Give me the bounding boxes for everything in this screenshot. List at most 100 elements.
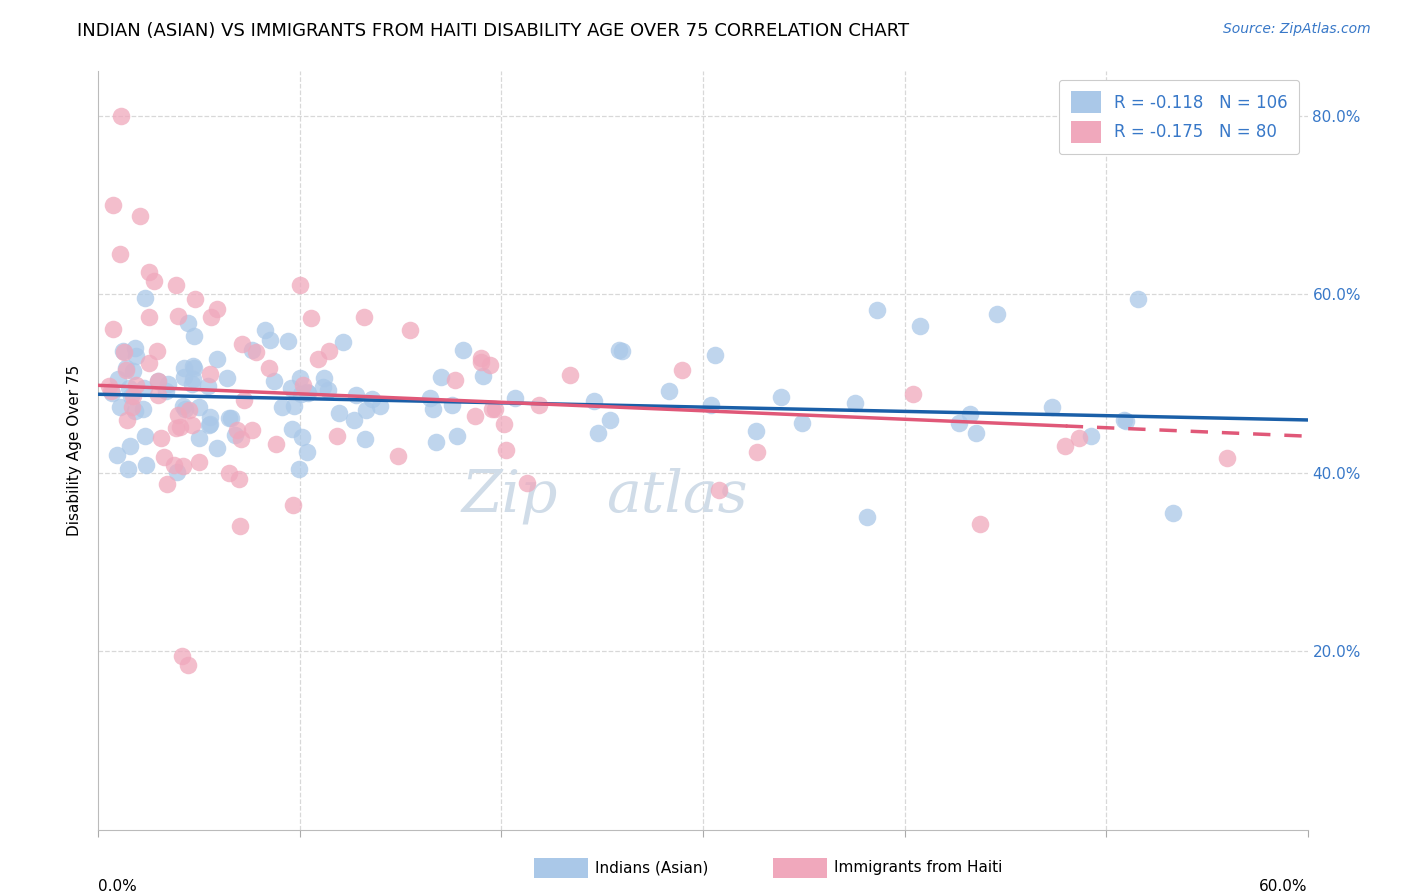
Text: Zip: Zip	[461, 467, 558, 524]
Point	[233, 392, 256, 407]
Point	[326, 429, 349, 443]
Point	[183, 329, 205, 343]
Point	[205, 441, 228, 455]
Point	[959, 407, 981, 421]
Point	[198, 367, 221, 381]
Point	[165, 421, 187, 435]
Point	[107, 372, 129, 386]
Point	[240, 423, 263, 437]
Point	[747, 445, 769, 459]
Point	[671, 363, 693, 377]
Point	[177, 402, 200, 417]
Point	[699, 398, 721, 412]
Point	[198, 417, 221, 432]
Point	[607, 343, 630, 358]
Point	[1161, 506, 1184, 520]
Point	[108, 401, 131, 415]
Point	[166, 309, 188, 323]
Point	[453, 343, 475, 358]
Point	[170, 648, 193, 663]
Point	[229, 433, 252, 447]
Point	[354, 403, 377, 417]
Point	[114, 361, 136, 376]
Text: 60.0%: 60.0%	[1260, 879, 1308, 892]
Point	[187, 400, 209, 414]
Point	[312, 379, 335, 393]
Point	[344, 387, 367, 401]
Point	[111, 343, 134, 358]
Point	[167, 409, 190, 423]
Point	[188, 455, 211, 469]
Point	[148, 388, 170, 402]
Y-axis label: Disability Age Over 75: Disability Age Over 75	[67, 365, 83, 536]
Point	[353, 310, 375, 324]
Point	[134, 291, 156, 305]
Point	[910, 318, 932, 333]
Point	[149, 431, 172, 445]
Point	[218, 410, 240, 425]
Point	[295, 444, 318, 458]
Point	[969, 517, 991, 532]
Point	[290, 370, 312, 384]
Point	[527, 398, 550, 412]
Point	[398, 323, 420, 337]
Point	[586, 425, 609, 440]
Point	[299, 310, 322, 325]
Point	[492, 417, 515, 432]
Point	[658, 384, 681, 399]
Text: Immigrants from Haiti: Immigrants from Haiti	[834, 861, 1002, 875]
Point	[218, 466, 240, 480]
Point	[277, 334, 299, 349]
Point	[280, 381, 302, 395]
Point	[901, 386, 924, 401]
Point	[166, 465, 188, 479]
Point	[173, 360, 195, 375]
Point	[172, 400, 194, 414]
Point	[470, 355, 492, 369]
Point	[100, 386, 122, 401]
Point	[354, 432, 377, 446]
Point	[112, 345, 135, 359]
Point	[177, 316, 200, 330]
Point	[582, 394, 605, 409]
Point	[240, 343, 263, 357]
Point	[770, 390, 793, 404]
Point	[291, 430, 314, 444]
Point	[948, 416, 970, 430]
Point	[121, 401, 143, 415]
Point	[134, 429, 156, 443]
Point	[986, 307, 1008, 321]
Point	[283, 400, 305, 414]
Text: atlas: atlas	[606, 467, 748, 524]
Point	[181, 371, 204, 385]
Point	[297, 386, 319, 401]
Point	[314, 371, 336, 385]
Point	[610, 343, 633, 358]
Point	[224, 427, 246, 442]
Point	[281, 422, 304, 436]
Point	[228, 472, 250, 486]
Point	[155, 384, 177, 399]
Point	[446, 428, 468, 442]
Point	[443, 374, 465, 388]
Point	[479, 358, 502, 372]
Point	[124, 404, 146, 418]
Point	[181, 417, 204, 432]
Point	[231, 336, 253, 351]
Point	[100, 384, 122, 398]
Point	[219, 411, 242, 425]
Point	[259, 333, 281, 347]
Point	[163, 458, 186, 472]
Point	[114, 363, 136, 377]
Point	[1053, 439, 1076, 453]
Point	[135, 458, 157, 472]
Point	[217, 371, 239, 385]
Point	[181, 377, 204, 392]
Point	[146, 374, 169, 388]
Point	[425, 435, 447, 450]
Point	[1112, 413, 1135, 427]
Point	[257, 361, 280, 376]
Point	[481, 402, 503, 417]
Point	[856, 510, 879, 524]
Point	[117, 381, 139, 395]
